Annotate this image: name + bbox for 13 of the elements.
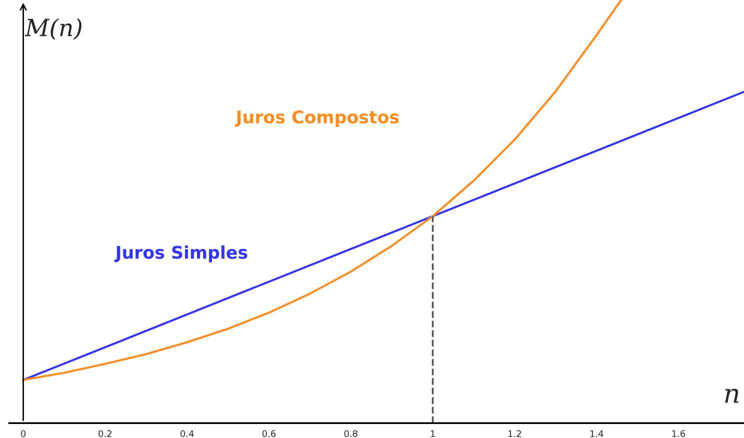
x-tick-label: 0.6: [262, 430, 276, 438]
x-tick-label: 1.4: [590, 430, 604, 437]
series-label: Juros Simples: [114, 245, 248, 262]
x-tick-label: 0.8: [344, 430, 358, 438]
x-axis-title: n: [725, 388, 738, 403]
x-tick-label: 0.2: [98, 430, 112, 438]
x-tick-label: 0: [20, 430, 26, 438]
y-axis-title: M(n): [24, 18, 82, 40]
x-tick-label: 0.4: [180, 430, 194, 438]
x-tick-label: 1: [430, 430, 435, 437]
x-tick-label: 1.2: [508, 430, 521, 437]
x-tick-label: 1.6: [672, 430, 686, 438]
text: Juros Compostos: [234, 110, 399, 127]
